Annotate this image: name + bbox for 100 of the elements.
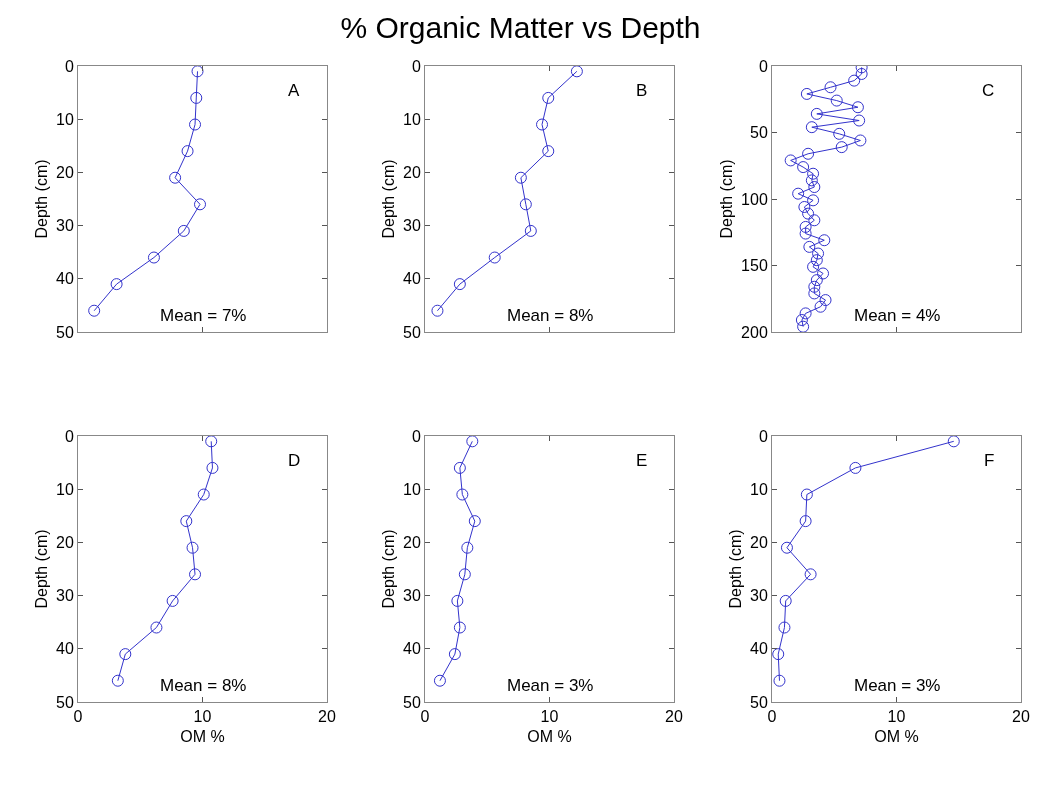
annotation: D	[288, 451, 301, 470]
point	[488, 251, 501, 264]
point	[205, 436, 218, 448]
annotation: Mean = 8%	[507, 306, 594, 325]
point	[181, 145, 194, 158]
point	[853, 114, 866, 127]
y-tick-label: 40	[750, 640, 768, 658]
point	[536, 118, 549, 131]
y-tick-label: 10	[56, 110, 74, 128]
y-tick-label: 0	[411, 57, 421, 75]
point	[197, 488, 210, 501]
point	[803, 240, 816, 253]
annotation: B	[636, 81, 648, 100]
y-tick-label: 20	[403, 164, 421, 181]
y-tick-label: 20	[750, 534, 768, 551]
point	[453, 461, 466, 474]
point	[799, 220, 812, 233]
point	[797, 320, 810, 332]
point	[808, 287, 821, 300]
point	[169, 171, 182, 184]
y-tick-label: 200	[741, 323, 768, 341]
y-axis-title: Depth (cm)	[379, 529, 397, 609]
point	[812, 247, 825, 260]
point	[111, 674, 124, 687]
point	[851, 101, 864, 114]
point	[807, 194, 820, 207]
point	[810, 254, 823, 267]
point	[448, 648, 461, 661]
point	[773, 674, 786, 687]
point	[119, 648, 132, 661]
point	[807, 260, 820, 273]
point	[814, 300, 827, 313]
point	[833, 127, 846, 140]
point	[804, 568, 817, 581]
point	[433, 674, 446, 687]
y-tick-label: 40	[56, 640, 74, 658]
point	[458, 568, 471, 581]
point	[431, 304, 444, 317]
point	[818, 234, 831, 247]
point	[805, 174, 818, 187]
point	[848, 74, 861, 87]
y-tick-label: 20	[56, 534, 74, 551]
point	[451, 594, 464, 607]
annotation: E	[636, 451, 648, 470]
point	[194, 198, 207, 211]
point	[456, 488, 469, 501]
x-tick-label: 20	[318, 708, 336, 726]
point	[150, 621, 163, 634]
y-tick-label: 0	[64, 427, 74, 445]
y-tick-label: 40	[403, 640, 421, 658]
x-tick-label: 10	[193, 708, 212, 726]
y-tick-label: 10	[403, 110, 421, 128]
y-tick-label: 40	[56, 270, 74, 288]
x-axis-title: OM %	[874, 727, 919, 745]
point	[177, 224, 190, 237]
y-tick-label: 50	[56, 323, 74, 341]
point	[830, 94, 843, 107]
y-tick-label: 0	[758, 427, 768, 445]
point	[461, 541, 474, 554]
y-tick-label: 30	[750, 587, 768, 605]
point	[779, 594, 792, 607]
point	[524, 224, 537, 237]
point	[802, 207, 815, 220]
y-axis-title: Depth (cm)	[718, 159, 735, 239]
point	[807, 167, 820, 180]
point	[453, 278, 466, 291]
point	[819, 294, 832, 307]
y-tick-label: 30	[403, 587, 421, 605]
point	[808, 181, 821, 194]
point	[468, 515, 481, 528]
point	[180, 515, 193, 528]
point	[784, 154, 797, 167]
point	[799, 227, 812, 240]
point	[808, 214, 821, 227]
annotation: Mean = 4%	[854, 306, 941, 325]
point	[810, 274, 823, 287]
x-tick-label: 10	[887, 708, 906, 726]
point	[824, 81, 837, 94]
y-tick-label: 30	[56, 217, 74, 235]
annotation: Mean = 3%	[854, 676, 941, 695]
point	[189, 118, 202, 131]
point	[778, 621, 791, 634]
point	[800, 488, 813, 501]
point	[799, 515, 812, 528]
x-tick-label: 20	[1012, 708, 1030, 726]
y-tick-label: 10	[750, 480, 768, 498]
y-tick-label: 0	[758, 57, 768, 75]
point	[190, 91, 203, 104]
point	[849, 461, 862, 474]
y-tick-label: 50	[56, 693, 74, 711]
y-axis-title: Depth (cm)	[32, 159, 50, 239]
y-tick-label: 40	[403, 270, 421, 288]
annotation: A	[288, 81, 300, 100]
y-tick-label: 10	[403, 480, 421, 498]
point	[466, 436, 479, 448]
x-tick-label: 10	[540, 708, 559, 726]
point	[800, 87, 813, 100]
y-tick-label: 20	[56, 164, 74, 181]
point	[854, 134, 867, 147]
x-tick-label: 20	[665, 708, 683, 726]
